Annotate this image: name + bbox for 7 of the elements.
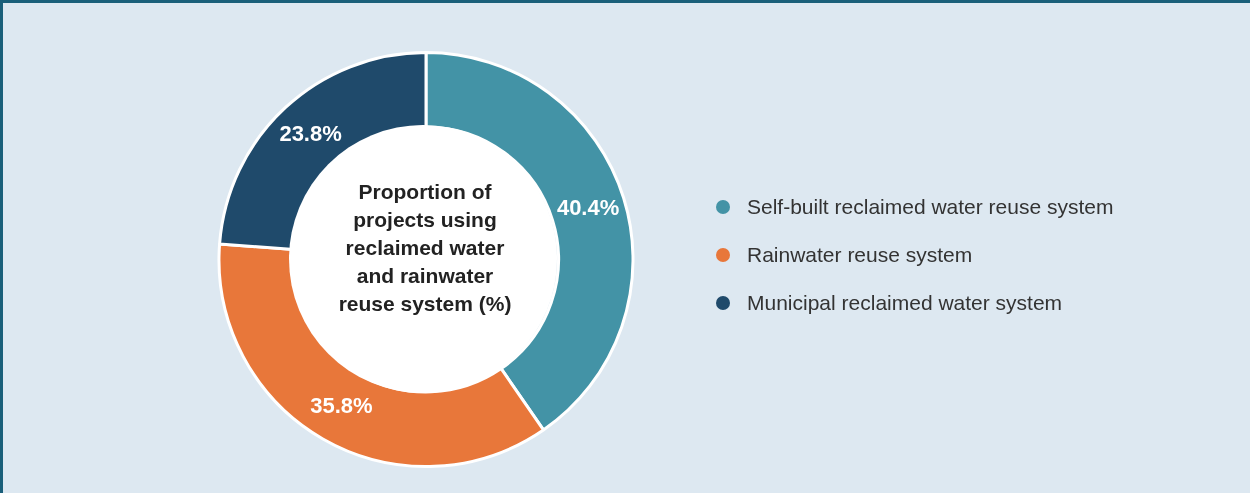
- data-label: 40.4%: [556, 195, 620, 221]
- legend-label: Municipal reclaimed water system: [747, 291, 1063, 315]
- legend-label: Self-built reclaimed water reuse system: [747, 195, 1114, 219]
- legend-label: Rainwater reuse system: [747, 243, 973, 267]
- data-label: 23.8%: [279, 121, 342, 147]
- data-label: 35.8%: [310, 392, 373, 418]
- text: Proportion of projects using reclaimed water and rainwater reuse system (%): [337, 179, 513, 317]
